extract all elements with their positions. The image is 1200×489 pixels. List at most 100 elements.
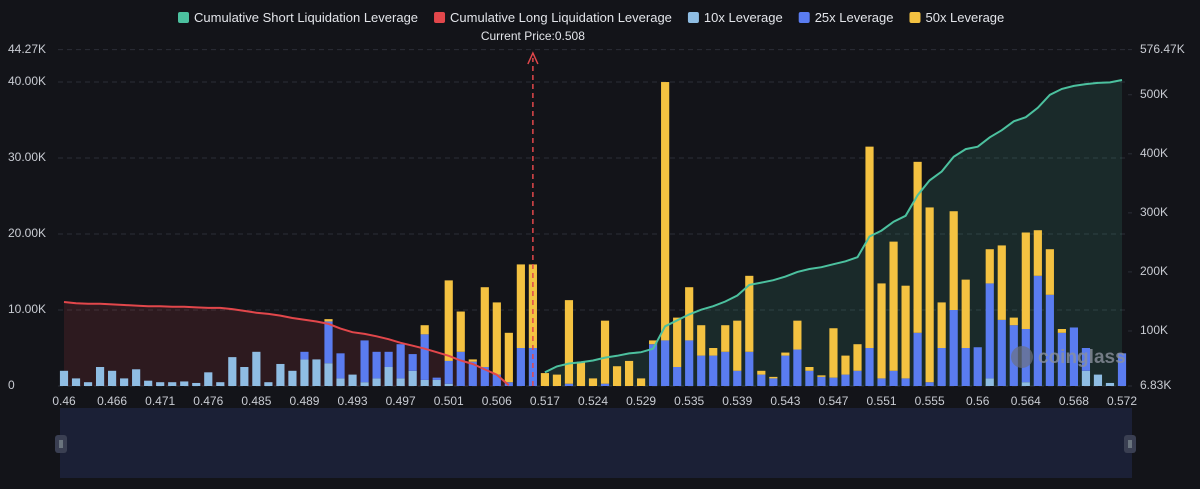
x-tick-label: 0.551 bbox=[867, 394, 897, 408]
bar-segment bbox=[901, 285, 910, 379]
bar-segment bbox=[685, 340, 694, 386]
bar-segment bbox=[360, 340, 369, 383]
bar-segment bbox=[432, 377, 441, 380]
bar-segment bbox=[1045, 294, 1054, 386]
bar-segment bbox=[408, 370, 417, 386]
y-tick-label: 20.00K bbox=[8, 226, 46, 240]
bar-segment bbox=[1081, 348, 1091, 371]
bar-segment bbox=[456, 351, 465, 386]
bar-segment bbox=[901, 378, 910, 386]
bar-segment bbox=[612, 366, 622, 386]
bar-segment bbox=[781, 352, 790, 356]
slider-handle-left[interactable] bbox=[55, 435, 67, 453]
bar-segment bbox=[468, 361, 477, 386]
legend-swatch bbox=[687, 12, 699, 23]
legend-swatch bbox=[909, 12, 921, 23]
bar-segment bbox=[721, 351, 730, 386]
bar-segment bbox=[276, 363, 285, 386]
bar-segment bbox=[480, 287, 489, 368]
bar-segment bbox=[913, 161, 922, 333]
y2-tick-label: 400K bbox=[1140, 146, 1168, 160]
y-tick-label: 0 bbox=[8, 378, 15, 392]
x-tick-label: 0.466 bbox=[97, 394, 127, 408]
bar-segment bbox=[492, 374, 501, 386]
slider-handle-right[interactable] bbox=[1124, 435, 1136, 453]
slider-track bbox=[60, 408, 1132, 478]
x-tick-label: 0.539 bbox=[722, 394, 752, 408]
legend-label: 25x Leverage bbox=[815, 10, 894, 25]
bar-segment bbox=[444, 280, 453, 361]
bar-segment bbox=[949, 310, 958, 386]
watermark-logo bbox=[1011, 346, 1033, 368]
y2-tick-label: 100K bbox=[1140, 323, 1168, 337]
line bbox=[63, 301, 510, 387]
x-tick-label: 0.524 bbox=[578, 394, 608, 408]
bar-segment bbox=[997, 319, 1006, 386]
bar-segment bbox=[240, 367, 249, 386]
legend-swatch bbox=[434, 12, 446, 23]
bar-segment bbox=[108, 370, 117, 386]
x-tick-label: 0.543 bbox=[770, 394, 800, 408]
zoom-slider[interactable] bbox=[55, 408, 1136, 478]
y-tick-label: 44.27K bbox=[8, 42, 46, 56]
bar-segment bbox=[913, 332, 922, 386]
bar-segment bbox=[264, 382, 273, 386]
bar-segment bbox=[420, 325, 429, 335]
bar-segment bbox=[829, 377, 838, 386]
bar-segment bbox=[757, 370, 766, 375]
bar-segment bbox=[252, 351, 261, 386]
bar-segment bbox=[348, 374, 357, 386]
x-tick-label: 0.547 bbox=[818, 394, 848, 408]
bar-segment bbox=[1069, 327, 1078, 386]
x-tick-label: 0.572 bbox=[1107, 394, 1137, 408]
bar-segment bbox=[228, 357, 237, 386]
bar-segment bbox=[384, 367, 393, 386]
bar-segment bbox=[985, 249, 994, 284]
bar-segment bbox=[420, 334, 429, 380]
bar-segment bbox=[324, 363, 333, 386]
bar-segment bbox=[528, 264, 537, 349]
bar-segment bbox=[817, 376, 826, 386]
bar-segment bbox=[420, 379, 429, 386]
bar-segment bbox=[59, 370, 69, 386]
y2-tick-label: 300K bbox=[1140, 205, 1168, 219]
line bbox=[544, 79, 1123, 374]
bar-segment bbox=[540, 373, 549, 386]
bar-segment bbox=[697, 355, 706, 386]
bar-segment bbox=[372, 351, 381, 379]
bar-segment bbox=[1105, 382, 1115, 386]
bar-segment bbox=[853, 370, 862, 386]
x-tick-label: 0.529 bbox=[626, 394, 656, 408]
bar-segment bbox=[853, 344, 862, 371]
bar-segment bbox=[961, 279, 970, 349]
bar-segment bbox=[1057, 329, 1066, 333]
bar-segment bbox=[516, 348, 525, 386]
current-price-arrow bbox=[527, 51, 539, 65]
bar-segment bbox=[71, 378, 81, 386]
bar-segment bbox=[564, 300, 574, 384]
bar-segment bbox=[1033, 230, 1042, 276]
x-tick-label: 0.493 bbox=[338, 394, 368, 408]
x-tick-label: 0.46 bbox=[52, 394, 76, 408]
bar-segment bbox=[649, 344, 658, 386]
bar-segment bbox=[1081, 370, 1091, 386]
bar-segment bbox=[949, 211, 958, 311]
bar-segment bbox=[805, 367, 814, 371]
x-tick-label: 0.568 bbox=[1059, 394, 1089, 408]
bar-segment bbox=[300, 359, 309, 386]
bar-segment bbox=[865, 146, 874, 349]
bar-segment bbox=[324, 321, 333, 364]
bar-segment bbox=[144, 380, 153, 386]
legend-label: Cumulative Long Liquidation Leverage bbox=[450, 10, 672, 25]
bar-segment bbox=[1009, 317, 1018, 326]
bar-segment bbox=[324, 319, 333, 322]
bar-segment bbox=[1057, 332, 1066, 386]
bar-segment bbox=[769, 376, 778, 379]
x-tick-label: 0.476 bbox=[193, 394, 223, 408]
current-price-label: Current Price:0.508 bbox=[481, 29, 585, 43]
y-tick-label: 10.00K bbox=[8, 302, 46, 316]
bar-segment bbox=[769, 378, 778, 386]
y2-tick-label: 6.83K bbox=[1140, 378, 1171, 392]
bar-segment bbox=[83, 382, 93, 386]
